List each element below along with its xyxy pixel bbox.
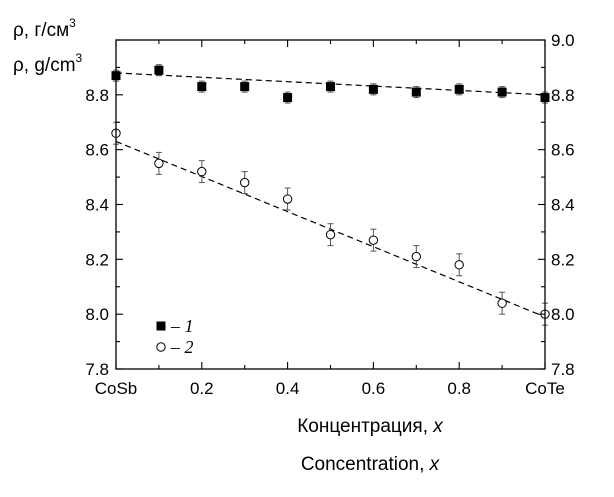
x-tick-label: 0.6 [362,379,386,398]
y-tick-label-left: 8.8 [85,86,109,105]
x-tick-label: 0.2 [190,379,214,398]
legend: – 1– 2 [156,316,194,357]
series-1-point [283,93,293,103]
series-2-point [240,177,250,188]
y-tick-label-right: 8.2 [551,250,575,269]
x-axis-title-en-var: x [429,454,441,475]
y-axis-title-en: ρ, g/cm3 [13,51,83,76]
series-1-point [240,82,250,92]
series-2-point [154,158,164,169]
series-2-point [282,194,293,204]
series-2-legend-marker [156,342,166,352]
series-1-legend-marker [156,321,166,331]
y-axis-title-ru-exponent: 3 [69,16,76,30]
y-tick-label-right: 8.6 [551,141,575,160]
y-axis-title-en-exponent: 3 [76,51,83,65]
series-1-point [368,84,378,94]
series-1-point [326,82,335,92]
series-1-point [411,87,421,97]
y-tick-label-right: 7.8 [551,360,575,379]
x-tick-label: 0.8 [447,379,471,398]
y-tick-label-left: 8.2 [85,250,109,269]
y-tick-label-left: 8.0 [85,305,109,324]
x-tick-label: CoTe [525,379,565,398]
series-2-point [411,251,421,262]
series-1-point [497,87,507,97]
series-1-point [197,82,207,92]
y-tick-label-left: 8.6 [85,141,109,160]
y-axis-title-ru: ρ, г/см3 [13,16,76,41]
series-2-point [497,298,507,308]
series-1-point [454,84,464,94]
series-2-point [197,166,207,177]
x-axis-title-ru: Концентрация, x [297,416,444,437]
series-2-point [325,229,336,240]
series-1-point [154,65,164,75]
y-tick-label-right: 8.4 [551,196,575,215]
y-tick-label-left: 7.8 [85,360,109,379]
series-2-legend-label: – 2 [170,337,194,357]
x-axis-title-ru-var: x [432,416,444,437]
y-tick-label-right: 8.0 [551,305,575,324]
y-tick-label-right: 8.8 [551,86,575,105]
series-1-legend-label: – 1 [170,316,194,336]
x-tick-label: 0.4 [276,379,300,398]
series-2-point [454,260,464,270]
series-2-point [368,235,379,245]
fit-lines [115,72,546,318]
y-tick-label-left: 8.4 [85,196,109,215]
data-marks [111,64,550,326]
x-axis-title-en: Concentration, x [301,454,441,475]
x-tick-label: CoSb [95,379,138,398]
y-tick-label-right: 9.0 [551,31,575,50]
